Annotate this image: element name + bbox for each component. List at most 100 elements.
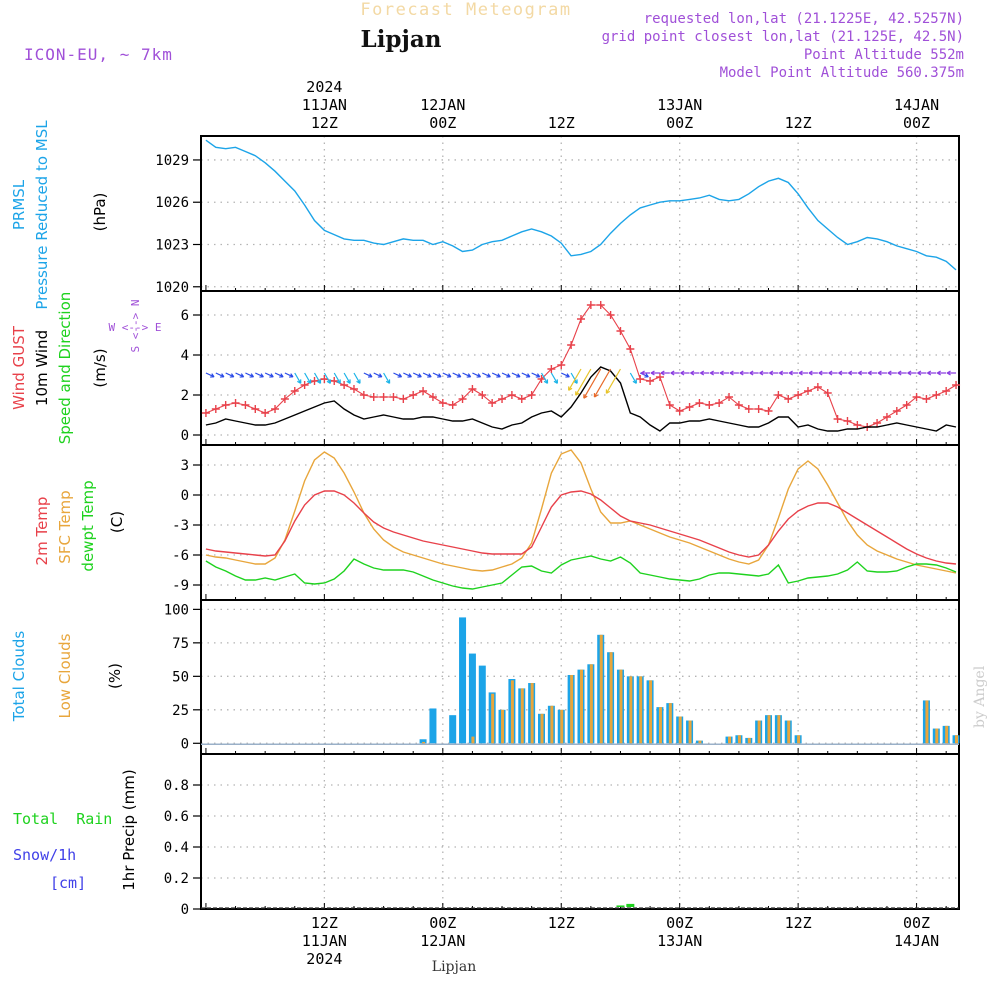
- wind-direction-arrow: [540, 372, 549, 384]
- wind-gust-marker: [537, 375, 546, 383]
- sfc-temp-line: [205, 449, 957, 574]
- wind-gust-marker: [912, 393, 921, 401]
- low-clouds-bar: [737, 735, 741, 744]
- time-label: 00Z: [903, 914, 930, 932]
- low-clouds-bar: [649, 680, 653, 744]
- low-clouds-bar: [510, 680, 514, 744]
- wind-direction-arrow: [205, 372, 215, 378]
- time-label: 12Z: [785, 914, 812, 932]
- wind-direction-arrow: [294, 372, 302, 384]
- time-label: 12JAN: [420, 96, 465, 114]
- wind-direction-arrow: [284, 372, 294, 378]
- precip-rain-label: Total Rain: [13, 810, 112, 828]
- low-clouds-bar: [925, 700, 929, 744]
- wind-direction-arrow: [550, 372, 558, 384]
- wind-direction-arrow: [788, 370, 799, 376]
- wind-direction-arrow: [363, 372, 373, 378]
- low-clouds-bar: [955, 735, 959, 744]
- y-tick-label: 0: [181, 428, 189, 444]
- wind-direction-arrow: [867, 370, 878, 376]
- wind-direction-arrow: [333, 372, 341, 384]
- wind-10m-label: 10m Wind: [33, 330, 51, 406]
- wind-gust-marker: [843, 417, 852, 425]
- wind-direction-arrow: [353, 372, 361, 384]
- wind-direction-arrow: [304, 372, 312, 384]
- wind-direction-arrow: [511, 372, 521, 378]
- precip-snow-unit-label: [cm]: [50, 874, 86, 892]
- y-tick-label: 100: [164, 602, 189, 618]
- low-clouds-bar: [787, 720, 791, 744]
- time-label: 00Z: [903, 114, 930, 132]
- low-clouds-bar: [668, 703, 672, 744]
- pressure-label-description: Pressure Reduced to MSL: [33, 120, 51, 310]
- low-clouds-bar: [619, 669, 623, 744]
- y-tick-label: 1023: [155, 238, 189, 254]
- y-tick-label: 0.6: [164, 809, 189, 825]
- precip-panel: 0 0.2 0.4 0.6 0.8: [164, 753, 960, 918]
- wind-gust-marker: [271, 405, 280, 413]
- wind-gust-marker: [882, 413, 891, 421]
- wind-direction-arrow: [593, 368, 612, 398]
- temperature-panel: -9 -6 -3 0 3: [172, 444, 960, 601]
- wind-direction-arrow: [739, 370, 749, 376]
- wind-direction-arrow: [560, 372, 570, 378]
- wind-gust-marker: [320, 375, 329, 383]
- y-tick-label: -6: [172, 548, 189, 564]
- y-tick-label: 0.8: [164, 778, 189, 794]
- compass-ns-label: S <--> N: [129, 300, 142, 353]
- info-line-requested: requested lon,lat (21.1225E, 42.5257N): [644, 11, 964, 27]
- wind-direction-arrow: [769, 370, 779, 376]
- y-tick-label: 25: [172, 703, 189, 719]
- low-clouds-bar: [501, 709, 505, 744]
- meteogram-title: Forecast Meteogram: [360, 0, 571, 20]
- wind-direction-arrow: [759, 370, 769, 376]
- low-clouds-bar: [609, 652, 613, 744]
- low-clouds-bar: [540, 713, 544, 744]
- time-label: 00Z: [666, 914, 693, 932]
- wind-direction-arrow: [393, 372, 403, 378]
- wind-direction-arrow: [323, 372, 331, 384]
- wind-direction-arrow: [887, 370, 897, 376]
- bottom-station-label: Lipjan: [432, 959, 476, 975]
- info-line-point-altitude: Point Altitude 552m: [804, 47, 964, 63]
- wind-direction-arrow: [838, 370, 848, 376]
- time-label: 11JAN: [302, 932, 347, 950]
- y-tick-label: 0.2: [164, 871, 189, 887]
- wind-gust-marker: [922, 395, 931, 403]
- wind-gust-marker: [310, 377, 319, 385]
- wind-gust-marker: [675, 407, 684, 415]
- wind-direction-arrow: [897, 370, 907, 376]
- wind-direction-arrow: [235, 372, 245, 378]
- wind-gust-marker: [567, 341, 576, 349]
- wind-gust-marker: [685, 403, 694, 411]
- temp-2m-label: 2m Temp: [33, 497, 51, 566]
- low-clouds-bar: [797, 735, 801, 744]
- wind-gust-marker: [853, 421, 862, 429]
- low-clouds-bar: [520, 688, 524, 744]
- rain-bar: [626, 903, 635, 907]
- low-clouds-bar: [589, 664, 593, 744]
- total-clouds-bar: [459, 617, 467, 744]
- wind-gust-marker: [389, 393, 398, 401]
- wind-gust-marker: [419, 387, 428, 395]
- wind-gust-marker: [833, 415, 842, 423]
- low-clouds-bar: [530, 683, 534, 744]
- wind-direction-arrow: [660, 370, 670, 376]
- time-label: 12JAN: [420, 932, 465, 950]
- low-clouds-bar: [935, 728, 939, 744]
- time-label: 12Z: [311, 914, 338, 932]
- wind-gust-line: [205, 304, 957, 428]
- y-tick-label: 4: [181, 348, 189, 364]
- wind-gust-marker: [359, 391, 368, 399]
- wind-direction-arrow: [452, 372, 462, 378]
- total-clouds-bar: [429, 708, 437, 744]
- wind-direction-arrow: [719, 370, 730, 376]
- low-clouds-bar: [688, 720, 692, 744]
- low-clouds-bar: [471, 736, 475, 744]
- wind-gust-marker: [399, 395, 408, 403]
- wind-gust-marker: [932, 391, 941, 399]
- wind-gust-marker: [507, 391, 516, 399]
- wind-gust-marker: [902, 401, 911, 409]
